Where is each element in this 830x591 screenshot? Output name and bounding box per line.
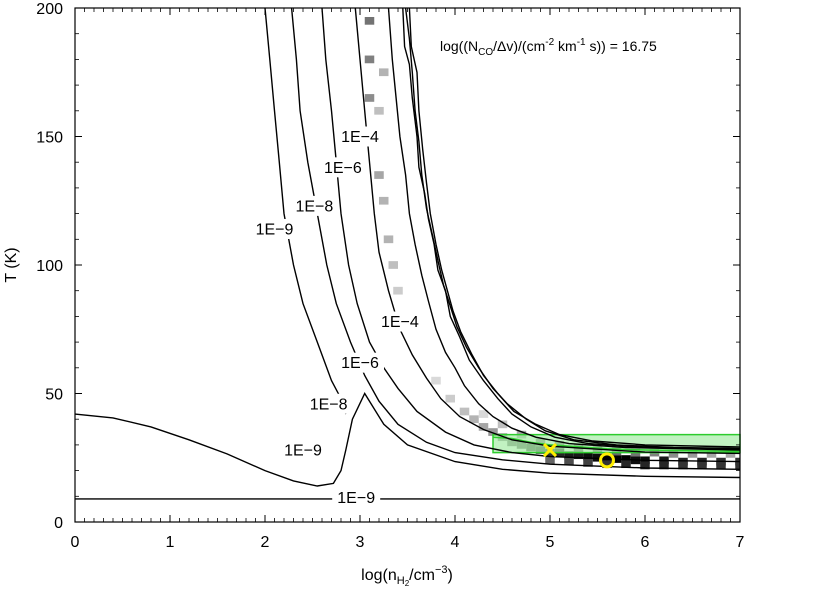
contour-label-bg (375, 311, 424, 332)
heatmap-cell (602, 460, 612, 469)
x-axis-label: log(nH2/cm−3) (361, 564, 453, 588)
y-axis-label: T (K) (3, 247, 20, 282)
heatmap-layer (364, 16, 740, 470)
heatmap-cell (573, 451, 584, 460)
heatmap-cell (488, 428, 498, 436)
heatmap-cell (374, 106, 384, 115)
heatmap-cell (687, 450, 698, 458)
contour-label: 1E−4 (341, 129, 379, 146)
heatmap-cell (545, 456, 555, 465)
heatmap-cell (602, 453, 612, 462)
heatmap-cell (706, 450, 717, 458)
heatmap-cell (379, 68, 389, 77)
contour-line (387, 7, 741, 451)
heatmap-cell (364, 55, 375, 64)
heatmap-cell (697, 461, 707, 470)
heatmap-cell (469, 415, 479, 424)
contour-label-bg (332, 487, 381, 508)
heatmap-cell (564, 457, 574, 466)
y-tick-label: 0 (54, 515, 63, 532)
heatmap-cell (431, 376, 441, 385)
heatmap-cell (668, 450, 679, 458)
heatmap-cell (383, 235, 394, 244)
marker-x (542, 442, 558, 458)
contour-label: 1E−6 (324, 160, 362, 177)
green-line (492, 436, 741, 453)
heatmap-cell (478, 410, 489, 418)
contour-line (404, 7, 741, 450)
contour-label: 1E−8 (295, 198, 333, 215)
heatmap-cell (621, 460, 631, 469)
contour-label-bg (290, 195, 339, 216)
heatmap-cell (379, 196, 389, 205)
tick-layer (74, 7, 741, 523)
contour-label-bg (279, 440, 327, 461)
contour-label: 1E−9 (284, 443, 322, 460)
contour-label: 1E−6 (341, 355, 379, 372)
contour-label-bg (318, 157, 367, 178)
x-tick-label: 7 (736, 534, 745, 551)
x-tick-label: 2 (261, 534, 270, 551)
contour-layer (74, 7, 741, 500)
contour-label-bg (336, 352, 384, 373)
heatmap-cell (445, 394, 455, 403)
heatmap-cell (497, 420, 508, 429)
y-tick-labels: 0 50 100 150 200 (36, 1, 63, 532)
heatmap-cell (716, 461, 726, 470)
y-tick-label: 150 (36, 130, 63, 147)
heatmap-cell (564, 451, 574, 460)
contour-label-bg (336, 126, 384, 147)
contour-label-layer: 1E−41E−61E−81E−91E−41E−61E−81E−91E−9 (250, 126, 424, 508)
contour-line (402, 7, 741, 450)
heatmap-cell (364, 94, 375, 102)
contour-line (264, 7, 347, 415)
heatmap-cell (393, 286, 403, 295)
contour-line (290, 7, 741, 470)
heatmap-cell (735, 461, 740, 470)
heatmap-cell (583, 452, 593, 461)
contour-label: 1E−4 (381, 314, 419, 331)
x-tick-labels: 0 1 2 3 4 5 6 7 (71, 534, 745, 551)
y-tick-label: 100 (36, 258, 63, 275)
contour-label-bg (304, 393, 353, 414)
x-tick-label: 3 (356, 534, 365, 551)
heatmap-cell (374, 171, 384, 179)
heatmap-cell (478, 423, 489, 431)
x-tick-label: 6 (641, 534, 650, 551)
contour-label: 1E−8 (310, 396, 348, 413)
contour-label: 1E−9 (256, 222, 294, 239)
contour-label-bg (250, 219, 299, 240)
heatmap-cell (364, 16, 375, 25)
contour-line (408, 7, 741, 448)
contour-line (74, 392, 741, 487)
y-tick-label: 200 (36, 1, 63, 18)
y-tick-label: 50 (45, 387, 63, 404)
heatmap-cell (659, 461, 669, 470)
marker-circle (599, 452, 615, 469)
marker-layer (542, 442, 615, 469)
x-tick-label: 1 (166, 534, 175, 551)
heatmap-cell (459, 407, 470, 416)
x-tick-label: 0 (71, 534, 80, 551)
heatmap-cell (678, 461, 688, 470)
heatmap-cell (678, 457, 688, 466)
annotation-text: log((NCO/Δv)/(cm-2 km-1 s)) = 16.75 (440, 37, 657, 58)
heatmap-cell (388, 261, 398, 269)
contour-label: 1E−9 (337, 490, 375, 507)
x-tick-label: 4 (451, 534, 460, 551)
x-tick-label: 5 (546, 534, 555, 551)
heatmap-cell (583, 459, 593, 467)
heatmap-cell (640, 461, 650, 470)
